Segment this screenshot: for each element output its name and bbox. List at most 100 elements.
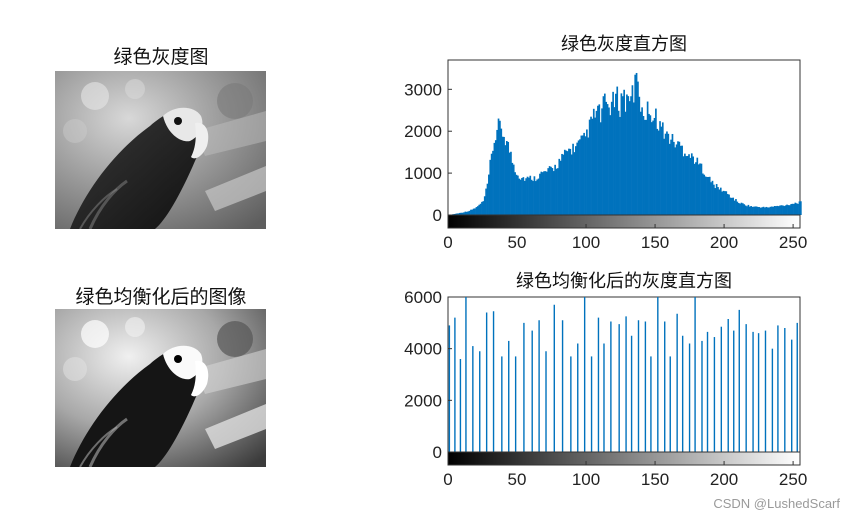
plot-area xyxy=(447,296,801,453)
csdn-watermark: CSDN @LushedScarf xyxy=(713,496,840,511)
y-tick-label: 6000 xyxy=(404,288,442,307)
histogram-bar xyxy=(755,206,758,215)
histogram-bar xyxy=(631,85,634,215)
parrot-gray-image xyxy=(55,71,266,229)
x-tick-label: 100 xyxy=(572,470,600,489)
histogram-bar xyxy=(616,86,619,216)
histogram-bar xyxy=(523,180,526,215)
histogram-bar xyxy=(505,141,508,215)
histogram-bar xyxy=(708,176,711,215)
histogram-bar xyxy=(788,205,791,215)
histogram-bar xyxy=(697,164,700,215)
histogram-bar xyxy=(581,135,584,215)
histogram-bar xyxy=(746,206,748,215)
x-tick-label: 50 xyxy=(508,233,527,252)
histogram-bar xyxy=(533,176,536,215)
histogram-bar xyxy=(711,180,714,215)
histogram-bar xyxy=(754,206,757,215)
histogram-bar xyxy=(666,131,668,215)
histogram-bar xyxy=(798,201,801,215)
histogram-bar xyxy=(546,171,548,215)
histogram-bar xyxy=(695,162,697,215)
histogram-bar xyxy=(606,104,609,215)
histogram-bar xyxy=(493,142,496,215)
histogram-bar xyxy=(548,166,551,215)
histogram-bar xyxy=(776,205,779,215)
histogram-bar xyxy=(496,129,498,215)
histogram-bar xyxy=(617,110,620,215)
histogram-bar xyxy=(608,107,610,215)
histogram-bar xyxy=(522,177,525,215)
histogram-bar xyxy=(563,149,566,215)
histogram-bar xyxy=(768,207,770,215)
histogram-bar xyxy=(713,184,715,215)
histogram-bar xyxy=(757,206,759,215)
histogram-bar xyxy=(681,145,683,215)
histogram-bar xyxy=(729,197,732,215)
green-gray-image-title: 绿色灰度图 xyxy=(113,46,209,68)
green-equalized-histogram: 绿色均衡化后的灰度直方图 0 50 100 150 200 250 0 2000 4000 6000 xyxy=(404,271,807,489)
histogram-bar xyxy=(598,104,601,215)
histogram-bar xyxy=(472,208,475,215)
x-tick-label: 250 xyxy=(779,470,807,489)
histogram-bar xyxy=(603,93,606,215)
histogram-bar xyxy=(775,206,777,215)
histogram-bar xyxy=(620,93,623,215)
histogram-bar xyxy=(733,200,736,215)
histogram-bar xyxy=(637,81,639,215)
histogram-bar xyxy=(490,153,493,215)
histogram-bar xyxy=(689,157,692,215)
histogram-bar xyxy=(627,96,630,215)
histogram-bar xyxy=(700,163,703,215)
histogram-bar xyxy=(543,171,545,215)
histogram-bar xyxy=(744,205,747,215)
histogram-bar xyxy=(534,181,537,215)
histogram-bar xyxy=(780,205,783,215)
x-tick-label: 0 xyxy=(443,233,452,252)
histogram-bar xyxy=(750,206,752,215)
histogram-bar xyxy=(639,111,642,215)
histogram-bar xyxy=(515,174,518,215)
histogram-bar xyxy=(572,143,574,215)
histogram-bar xyxy=(642,116,645,215)
histogram-bar xyxy=(573,152,576,215)
histogram-bar xyxy=(539,173,541,215)
histogram-series xyxy=(448,297,798,452)
histogram-bar xyxy=(718,189,721,215)
histogram-bar xyxy=(624,111,627,215)
histogram-bar xyxy=(577,140,580,215)
histogram-bar xyxy=(591,118,594,215)
histogram-bar xyxy=(592,108,595,215)
histogram-bar xyxy=(528,177,530,215)
histogram-bar xyxy=(529,175,532,215)
histogram-bar xyxy=(479,203,482,215)
histogram-bar xyxy=(605,101,608,215)
histogram-bar xyxy=(566,151,569,215)
histogram-bar xyxy=(565,150,568,215)
histogram-bar xyxy=(632,102,635,215)
y-tick-label: 0 xyxy=(433,443,442,462)
histogram-bar xyxy=(583,132,585,215)
y-tick-label: 2000 xyxy=(404,122,442,141)
histogram-bar xyxy=(587,137,590,215)
histogram-bar xyxy=(561,153,563,215)
histogram-bar xyxy=(574,146,577,215)
histogram-bar xyxy=(497,118,500,215)
parrot-equalized-image xyxy=(55,309,266,467)
x-tick-label: 100 xyxy=(572,233,600,252)
histogram-bar xyxy=(686,155,689,215)
x-tick-label: 200 xyxy=(710,470,738,489)
histogram-bar xyxy=(612,91,614,215)
histogram-bar xyxy=(671,133,674,215)
histogram-bar xyxy=(471,209,474,215)
histogram-bar xyxy=(595,110,598,215)
histogram-bar xyxy=(743,204,746,215)
histogram-bar xyxy=(510,151,512,215)
histogram-bar xyxy=(568,148,570,215)
histogram-bar xyxy=(678,141,681,215)
histogram-bar xyxy=(656,128,659,215)
histogram-bar xyxy=(663,138,666,215)
histogram-bar xyxy=(660,126,663,215)
histogram-bar xyxy=(668,143,671,215)
histogram-bar xyxy=(580,135,583,215)
